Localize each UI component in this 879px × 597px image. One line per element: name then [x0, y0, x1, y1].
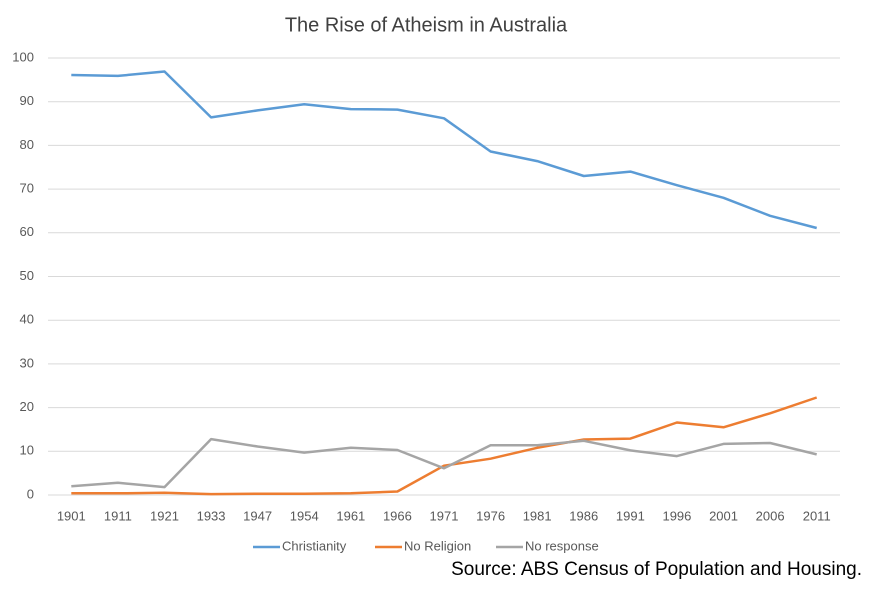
y-tick-label: 0 [27, 486, 34, 501]
source-note: Source: ABS Census of Population and Hou… [451, 559, 862, 580]
legend-label: Christianity [282, 538, 347, 553]
x-tick-label: 1981 [523, 508, 552, 523]
x-tick-label: 1996 [662, 508, 691, 523]
x-tick-label: 2001 [709, 508, 738, 523]
y-tick-label: 60 [20, 224, 34, 239]
x-tick-label: 1966 [383, 508, 412, 523]
x-tick-label: 2011 [803, 508, 831, 523]
legend-label: No Religion [404, 538, 471, 553]
y-tick-label: 30 [20, 355, 34, 370]
y-tick-label: 40 [20, 312, 34, 327]
legend-label: No response [525, 538, 599, 553]
series-line [71, 70, 818, 230]
y-tick-label: 50 [20, 268, 34, 283]
x-tick-label: 2006 [756, 508, 785, 523]
x-tick-label: 1961 [336, 508, 365, 523]
chart-title: The Rise of Atheism in Australia [285, 14, 568, 36]
x-tick-label: 1901 [57, 508, 86, 523]
x-tick-label: 1971 [430, 508, 459, 523]
x-tick-label: 1921 [150, 508, 179, 523]
y-tick-label: 90 [20, 93, 34, 108]
y-tick-label: 70 [20, 181, 34, 196]
x-tick-label: 1986 [569, 508, 598, 523]
y-tick-label: 80 [20, 137, 34, 152]
y-tick-label: 20 [20, 399, 34, 414]
series-line [71, 396, 818, 496]
x-tick-label: 1976 [476, 508, 505, 523]
y-tick-label: 100 [12, 49, 34, 64]
x-tick-label: 1947 [243, 508, 272, 523]
x-tick-label: 1911 [104, 508, 132, 523]
x-tick-label: 1933 [197, 508, 226, 523]
x-tick-label: 1991 [616, 508, 645, 523]
y-tick-label: 10 [20, 443, 34, 458]
x-tick-label: 1954 [290, 508, 319, 523]
series-line [71, 437, 817, 489]
